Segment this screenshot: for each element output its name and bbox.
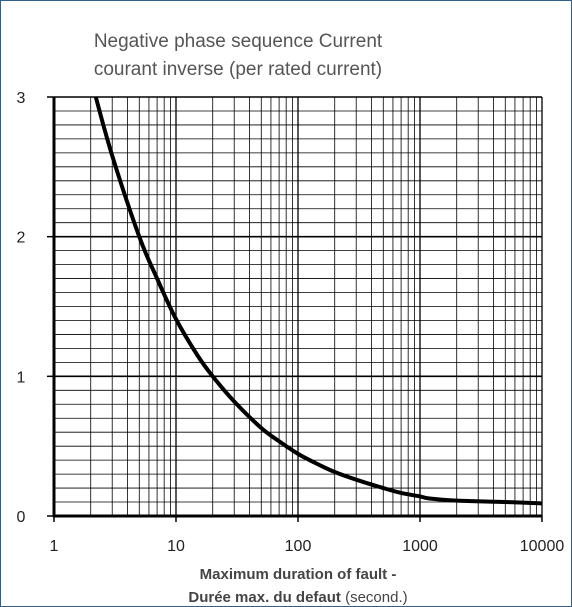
- x-tick-label: 1: [50, 538, 59, 555]
- x-axis-label-line2-unit: (second.): [341, 589, 408, 606]
- x-tick-label: 10000: [520, 538, 565, 555]
- x-axis-label-line2: Durée max. du defaut (second.): [188, 589, 407, 606]
- y-tick-label: 2: [17, 230, 26, 247]
- chart-title: Negative phase sequence Current: [94, 31, 383, 52]
- y-tick-label: 3: [17, 90, 26, 107]
- y-tick-label: 0: [17, 509, 26, 526]
- x-axis-label-line1: Maximum duration of fault -: [200, 566, 397, 583]
- x-tick-labels: 1 10 100 1000 10000: [50, 538, 565, 555]
- grid: [54, 96, 543, 516]
- y-tick-labels: 0 1 2 3: [17, 90, 26, 526]
- x-tick-label: 1000: [402, 538, 438, 555]
- plot-area: [93, 96, 543, 506]
- y-tick-label: 1: [17, 369, 26, 386]
- axes: [47, 96, 543, 522]
- x-tick-label: 10: [167, 538, 185, 555]
- x-axis-label-line2-bold: Durée max. du defaut: [188, 589, 341, 606]
- series-line: [93, 96, 543, 506]
- x-tick-label: 100: [285, 538, 312, 555]
- chart-subtitle: courant inverse (per rated current): [94, 59, 382, 80]
